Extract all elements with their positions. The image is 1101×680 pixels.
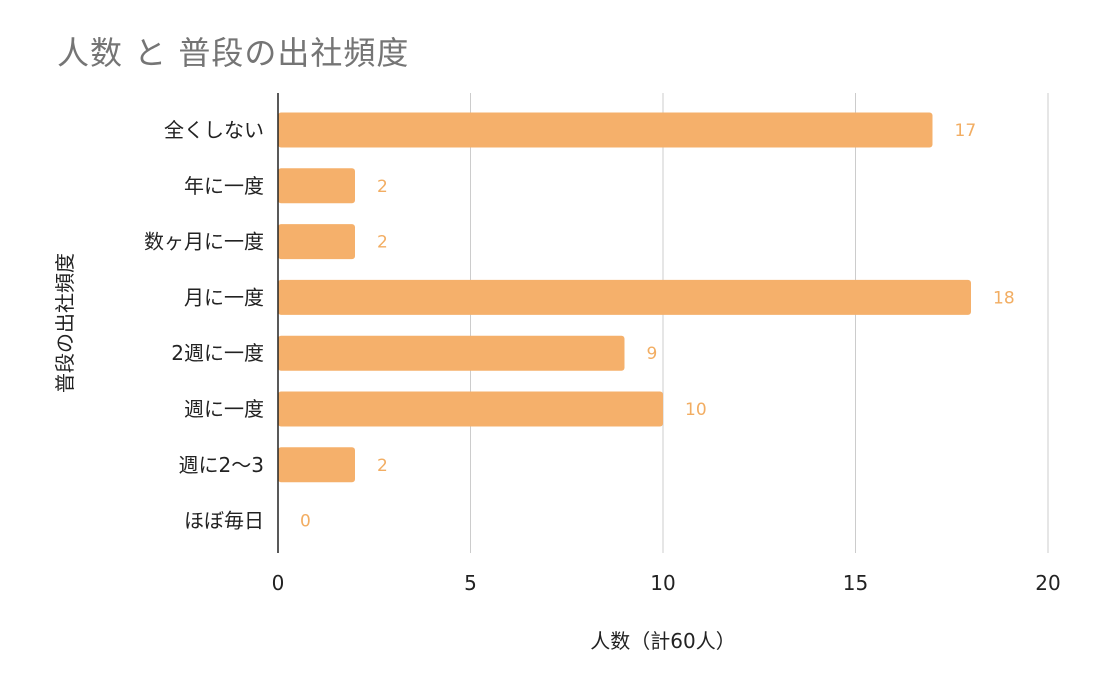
data-label: 18 xyxy=(993,288,1015,308)
x-tick-label: 10 xyxy=(650,571,675,595)
bar xyxy=(278,168,355,204)
category-label: 数ヶ月に一度 xyxy=(144,230,264,254)
category-label: 年に一度 xyxy=(184,174,264,198)
bar xyxy=(278,224,355,260)
gridlines xyxy=(470,93,1049,553)
x-tick-label: 20 xyxy=(1035,571,1060,595)
bar xyxy=(278,335,625,371)
data-label: 17 xyxy=(955,121,977,141)
data-label: 2 xyxy=(377,177,388,197)
bar xyxy=(278,112,933,148)
category-label: 全くしない xyxy=(164,118,264,142)
x-tick-label: 15 xyxy=(843,571,868,595)
category-label: 週に一度 xyxy=(184,397,264,421)
bar xyxy=(278,391,663,427)
data-label: 9 xyxy=(647,344,658,364)
category-label: ほぼ毎日 xyxy=(184,509,264,533)
bar xyxy=(278,447,355,483)
category-label: 2週に一度 xyxy=(171,341,264,365)
data-label: 2 xyxy=(377,233,388,253)
category-label: 週に2〜3 xyxy=(179,453,264,477)
chart-title: 人数 と 普段の出社頻度 xyxy=(57,34,410,72)
x-tick-label: 5 xyxy=(464,571,477,595)
x-axis-title: 人数（計60人） xyxy=(590,629,735,653)
y-axis-title: 普段の出社頻度 xyxy=(53,253,77,393)
data-label: 2 xyxy=(377,456,388,476)
category-label: 月に一度 xyxy=(184,285,264,309)
data-label: 10 xyxy=(685,400,707,420)
data-label: 0 xyxy=(300,512,311,532)
x-tick-label: 0 xyxy=(272,571,285,595)
bar xyxy=(278,279,971,315)
bars xyxy=(278,112,971,483)
